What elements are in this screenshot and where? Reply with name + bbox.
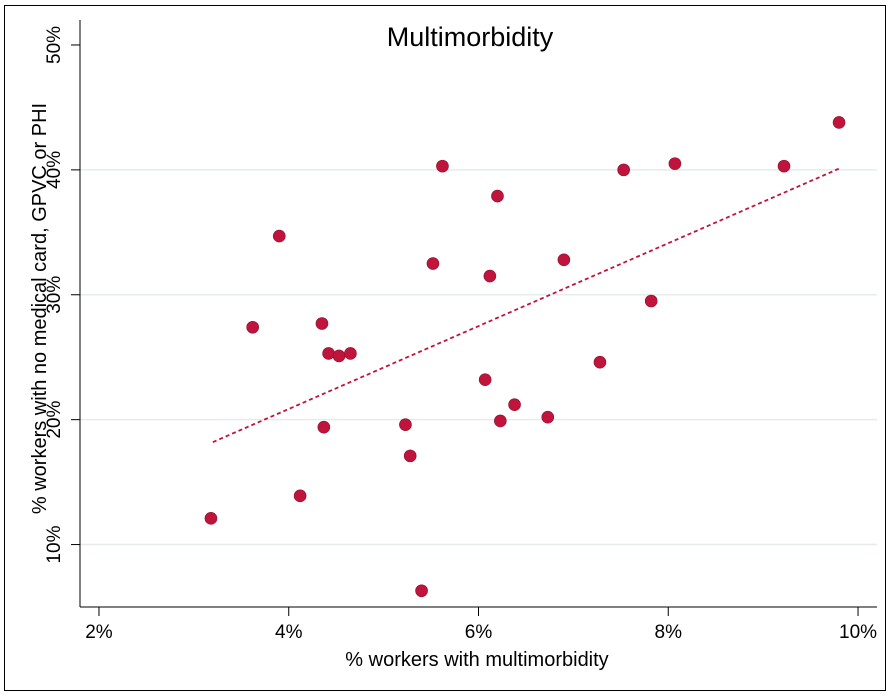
grid-lines: [80, 169, 877, 546]
scatter-point: [315, 317, 329, 330]
x-tick-label: 8%: [655, 622, 683, 643]
fit-line-layer: [212, 167, 840, 443]
scatter-point: [644, 294, 658, 308]
scatter-point: [478, 373, 492, 386]
chart-frame: [4, 5, 886, 691]
scatter-point: [668, 157, 682, 170]
scatter-point: [293, 489, 307, 503]
scatter-point: [344, 347, 357, 360]
x-tick-label: 6%: [465, 622, 493, 643]
scatter-point: [426, 257, 440, 270]
y-tick-label: 10%: [44, 525, 65, 563]
scatter-point: [436, 159, 449, 173]
scatter-point: [617, 163, 630, 177]
scatter-point: [272, 229, 286, 243]
scatter-point: [322, 347, 335, 360]
scatter-point: [832, 116, 846, 129]
scatter-point: [777, 159, 791, 173]
x-tick-label: 2%: [85, 622, 113, 643]
chart-title: Multimorbidity: [387, 22, 554, 52]
scatter-point: [317, 420, 331, 434]
scatter-point: [204, 512, 218, 525]
x-tick-label: 10%: [839, 622, 877, 643]
y-tick-label: 20%: [44, 401, 65, 439]
scatter-point: [483, 269, 497, 283]
x-tick-label: 4%: [275, 622, 303, 643]
y-tick-label: 50%: [44, 26, 65, 64]
y-axis-title: % workers with no medical card, GPVC or …: [29, 103, 51, 514]
scatter-point: [399, 418, 412, 431]
axes: [79, 20, 877, 608]
scatter-point: [508, 398, 521, 411]
y-tick-label: 30%: [44, 276, 65, 314]
ticks: 10% 20% 30% 40% 50% 2% 4% 6% 8% 10%: [44, 26, 877, 643]
scatter-point: [246, 320, 259, 334]
scatter-point: [491, 189, 504, 203]
scatter-point: [557, 253, 571, 267]
scatter-point: [541, 410, 555, 424]
x-axis-title: % workers with multimorbidity: [345, 649, 608, 671]
scatter-point: [494, 414, 507, 428]
scatter-point: [332, 349, 346, 363]
fitted-trend-line: [212, 167, 840, 443]
scatter-point: [593, 355, 607, 369]
points-layer: [204, 116, 846, 598]
y-tick-label: 40%: [44, 151, 65, 189]
scatter-point: [403, 449, 417, 463]
scatter-point: [415, 584, 428, 598]
